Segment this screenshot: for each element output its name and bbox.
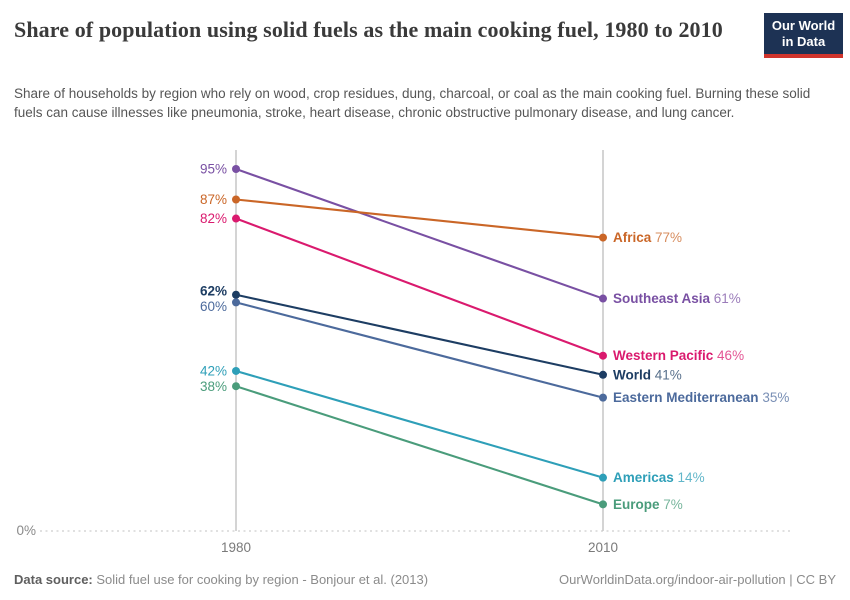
series-start-dot-Southeast Asia <box>232 165 240 173</box>
end-label-Africa: Africa 77% <box>613 230 682 245</box>
end-label-Europe: Europe 7% <box>613 497 683 512</box>
start-value-label-Africa: 87% <box>200 192 227 207</box>
start-value-label-Western Pacific: 82% <box>200 211 227 226</box>
series-end-dot-Eastern Mediterranean <box>599 393 607 402</box>
series-line-Americas <box>235 369 604 479</box>
series-start-dot-Western Pacific <box>232 214 240 223</box>
series-start-dot-Eastern Mediterranean <box>232 298 240 307</box>
series-end-dot-Southeast Asia <box>599 294 607 303</box>
series-start-dot-Africa <box>232 195 240 204</box>
series-start-dot-Americas <box>232 366 240 375</box>
start-value-label-Americas: 42% <box>200 363 227 378</box>
series-end-dot-Western Pacific <box>599 351 607 360</box>
data-source-text: Solid fuel use for cooking by region - B… <box>96 572 429 587</box>
credit-link[interactable]: OurWorldinData.org/indoor-air-pollution … <box>559 572 836 587</box>
series-end-dot-Africa <box>599 233 607 242</box>
series-line-Europe <box>235 385 604 506</box>
chart-title: Share of population using solid fuels as… <box>14 17 723 42</box>
series-line-Southeast Asia <box>235 168 604 300</box>
end-label-Southeast Asia: Southeast Asia 61% <box>613 291 741 306</box>
series-line-Africa <box>235 198 604 239</box>
series-end-dot-Americas <box>599 473 607 482</box>
x-tick-label: 2010 <box>588 540 618 555</box>
end-label-Western Pacific: Western Pacific 46% <box>613 348 744 363</box>
end-label-Americas: Americas 14% <box>613 470 705 485</box>
start-value-label-Southeast Asia: 95% <box>200 162 227 177</box>
owid-logo-line2: in Data <box>781 34 826 49</box>
owid-logo-line1: Our World <box>771 18 836 33</box>
series-start-dot-World <box>232 290 240 299</box>
series-line-Western Pacific <box>235 217 604 357</box>
y-zero-label: 0% <box>16 523 36 538</box>
chart-subtitle: Share of households by region who rely o… <box>14 86 811 120</box>
start-value-label-Eastern Mediterranean: 60% <box>200 299 227 314</box>
owid-logo[interactable]: Our World in Data <box>764 13 843 58</box>
series-start-dot-Europe <box>232 382 240 391</box>
start-value-label-World: 62% <box>200 283 227 298</box>
start-value-label-Europe: 38% <box>200 379 227 394</box>
data-source: Data source: Solid fuel use for cooking … <box>14 572 428 587</box>
x-tick-label: 1980 <box>221 540 251 555</box>
data-source-label: Data source: <box>14 572 93 587</box>
series-end-dot-World <box>599 370 607 379</box>
end-label-Eastern Mediterranean: Eastern Mediterranean 35% <box>613 390 789 405</box>
chart-footer: Data source: Solid fuel use for cooking … <box>14 572 836 587</box>
series-line-World <box>235 293 604 376</box>
end-label-World: World 41% <box>613 367 682 382</box>
series-end-dot-Europe <box>599 500 607 509</box>
series-line-Eastern Mediterranean <box>235 301 604 399</box>
